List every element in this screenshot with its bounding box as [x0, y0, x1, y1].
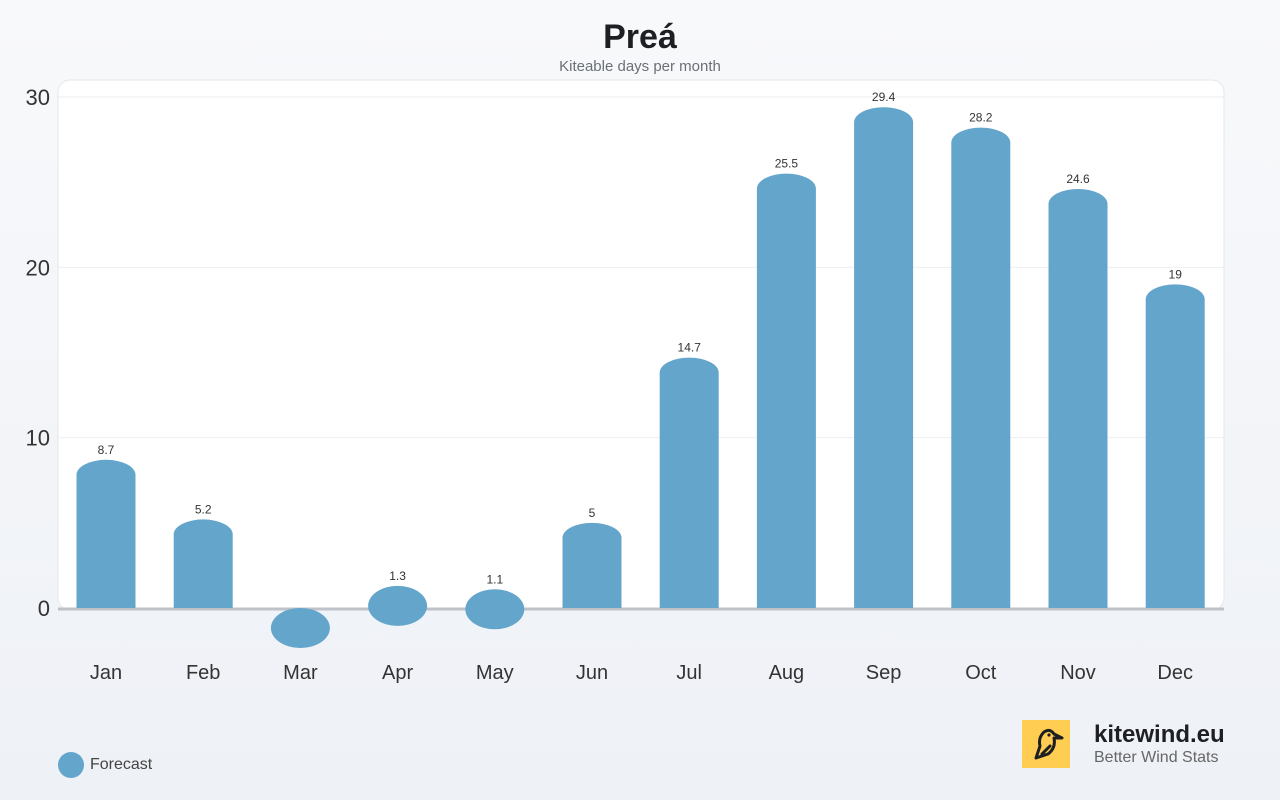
x-tick-label: Jun	[576, 662, 608, 684]
bar-nov[interactable]	[1048, 188, 1108, 608]
x-tick-label: Nov	[1060, 662, 1096, 684]
data-label: 1.3	[389, 569, 406, 583]
x-tick-label: Aug	[769, 662, 805, 684]
chart-title: Preá	[603, 18, 677, 56]
data-label: 1.1	[486, 572, 503, 586]
brand-name: kitewind.eu	[1094, 721, 1225, 748]
bar-feb[interactable]	[173, 519, 233, 608]
data-label: 5	[589, 506, 596, 520]
bar-may[interactable]	[465, 589, 525, 630]
legend-label-forecast: Forecast	[90, 756, 153, 773]
x-tick-label: Feb	[186, 662, 220, 684]
x-tick-label: Apr	[382, 662, 413, 684]
data-label: 14.7	[678, 341, 702, 355]
bar-apr[interactable]	[368, 585, 428, 626]
x-tick-label: Jul	[676, 662, 702, 684]
y-tick-label: 10	[26, 426, 50, 451]
data-label: 25.5	[775, 157, 799, 171]
chart-subtitle: Kiteable days per month	[559, 58, 721, 75]
x-tick-label: May	[476, 662, 514, 684]
bar-oct[interactable]	[951, 127, 1011, 608]
x-tick-label: Oct	[965, 662, 997, 684]
data-label: 19	[1169, 267, 1183, 281]
bar-jun[interactable]	[562, 522, 622, 608]
bar-mar[interactable]	[270, 608, 330, 648]
y-tick-label: 20	[26, 255, 50, 280]
brand: kitewind.eu Better Wind Stats	[1022, 720, 1225, 768]
x-tick-label: Dec	[1157, 662, 1193, 684]
brand-tagline: Better Wind Stats	[1094, 749, 1219, 766]
data-label: 28.2	[969, 111, 993, 125]
data-label: 29.4	[872, 90, 896, 104]
bar-sep[interactable]	[854, 107, 914, 609]
data-label: 5.2	[195, 502, 212, 516]
data-label: 8.7	[98, 443, 115, 457]
bar-jul[interactable]	[659, 357, 719, 608]
y-tick-label: 0	[38, 596, 50, 621]
y-tick-label: 30	[26, 85, 50, 110]
x-tick-label: Sep	[866, 662, 902, 684]
x-tick-label: Mar	[283, 662, 318, 684]
bar-dec[interactable]	[1145, 284, 1205, 608]
bar-aug[interactable]	[756, 173, 816, 608]
x-tick-label: Jan	[90, 662, 122, 684]
legend-swatch-forecast	[58, 752, 84, 778]
data-label: 24.6	[1066, 172, 1090, 186]
bar-jan[interactable]	[76, 459, 136, 608]
legend[interactable]: Forecast	[58, 752, 152, 778]
bird-logo-icon	[1022, 720, 1070, 768]
